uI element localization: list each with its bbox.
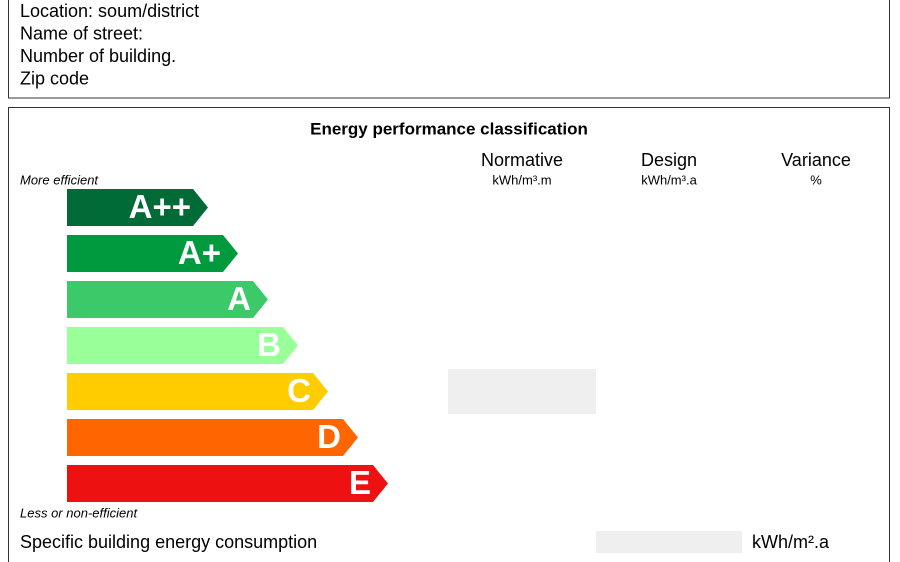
class-arrow xyxy=(67,281,268,318)
class-label: D xyxy=(317,418,341,455)
class-label: A++ xyxy=(129,188,191,225)
address-line: Zip code xyxy=(20,68,89,88)
address-box xyxy=(8,0,890,99)
column-header: Variance xyxy=(781,150,851,170)
value-field xyxy=(448,369,596,414)
address-line: Name of street: xyxy=(20,23,143,43)
class-label: C xyxy=(287,372,311,409)
class-arrow xyxy=(67,235,238,272)
class-label: E xyxy=(349,464,371,501)
address-line: Location: soum/district xyxy=(20,1,199,21)
section-title: Energy performance classification xyxy=(310,119,588,138)
consumption-label: Specific building energy consumption xyxy=(20,532,317,552)
column-header: Design xyxy=(641,150,697,170)
class-arrow xyxy=(67,465,388,502)
class-label: A+ xyxy=(178,234,221,271)
class-arrow xyxy=(67,419,358,456)
column-unit: kWh/m³.m xyxy=(492,172,551,187)
class-arrow xyxy=(67,373,328,410)
column-header: Normative xyxy=(481,150,563,170)
class-arrow xyxy=(67,189,208,226)
value-field xyxy=(596,531,742,553)
top-label: More efficient xyxy=(20,172,99,187)
bottom-label: Less or non-efficient xyxy=(20,505,138,520)
address-line: Number of building. xyxy=(20,46,176,66)
column-unit: % xyxy=(810,172,822,187)
class-label: A xyxy=(227,280,251,317)
class-arrow xyxy=(67,327,298,364)
class-label: B xyxy=(257,326,281,363)
classification-box xyxy=(8,107,890,562)
column-unit: kWh/m³.a xyxy=(641,172,697,187)
consumption-unit: kWh/m².a xyxy=(752,532,830,552)
